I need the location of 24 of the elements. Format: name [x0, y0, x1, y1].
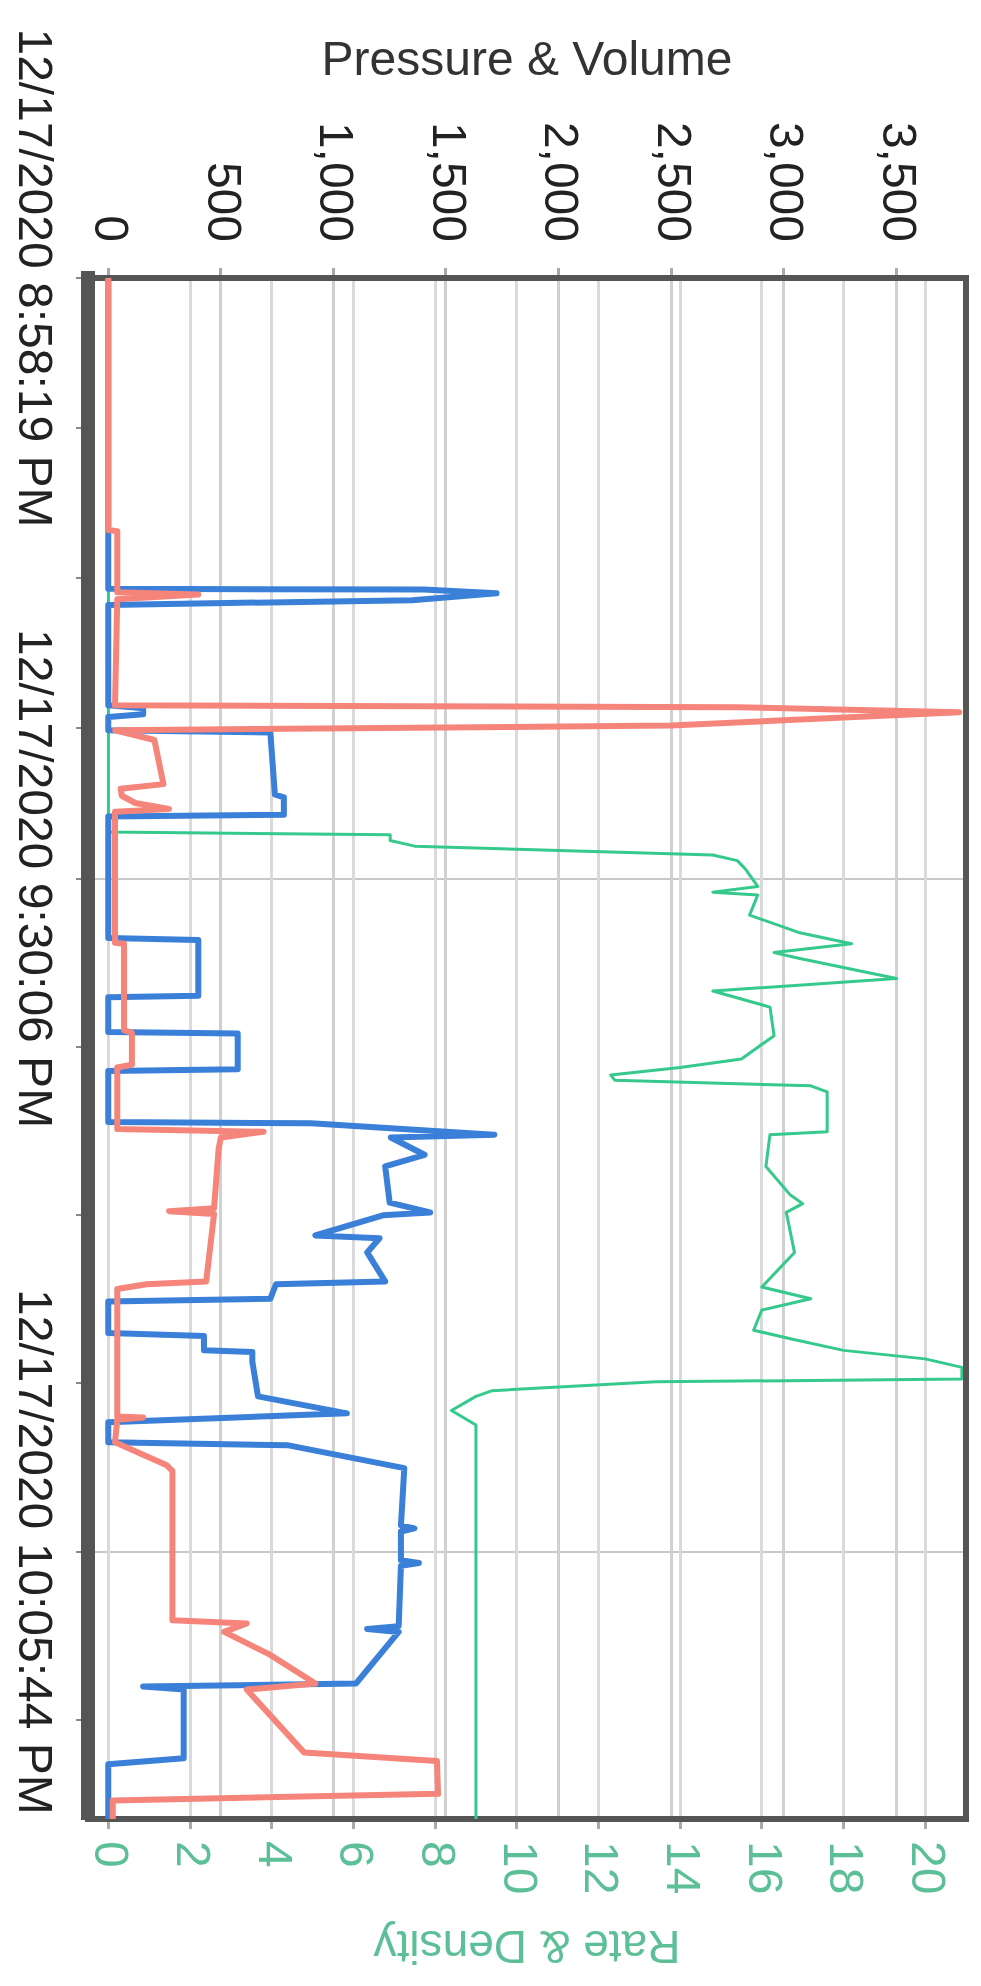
- x-tick-label: 16: [738, 1841, 792, 1895]
- y-tick-label: 12/17/2020 9:30:06 PM: [8, 629, 62, 1129]
- x-axis-title: Rate & Density: [373, 1921, 681, 1974]
- x-tick-label: 18: [820, 1841, 874, 1895]
- x2-axis-title: Pressure & Volume: [321, 32, 733, 86]
- x2-tick-label: 2,000: [535, 121, 589, 242]
- x2-tick-label: 2,500: [647, 121, 701, 242]
- x-tick-label: 2: [166, 1841, 220, 1868]
- y-tick-label: 12/17/2020 8:58:19 PM: [8, 28, 62, 528]
- x-tick-label: 12: [575, 1841, 629, 1895]
- x-tick-label: 20: [901, 1841, 955, 1895]
- x2-tick-label: 0: [85, 215, 139, 242]
- x-tick-label: 0: [85, 1841, 139, 1868]
- x-tick-label: 4: [248, 1841, 302, 1868]
- y-tick-label: 12/17/2020 10:05:44 PM: [8, 1289, 62, 1815]
- x-tick-label: 10: [493, 1841, 547, 1895]
- x2-tick-label: 3,000: [760, 121, 814, 242]
- x-tick-label: 8: [411, 1841, 465, 1868]
- x2-tick-label: 500: [197, 161, 251, 242]
- x-tick-label: 14: [656, 1841, 710, 1895]
- x2-tick-label: 1,500: [422, 121, 476, 242]
- x-tick-label: 6: [330, 1841, 384, 1868]
- x2-tick-label: 3,500: [872, 121, 926, 242]
- x2-tick-label: 1,000: [310, 121, 364, 242]
